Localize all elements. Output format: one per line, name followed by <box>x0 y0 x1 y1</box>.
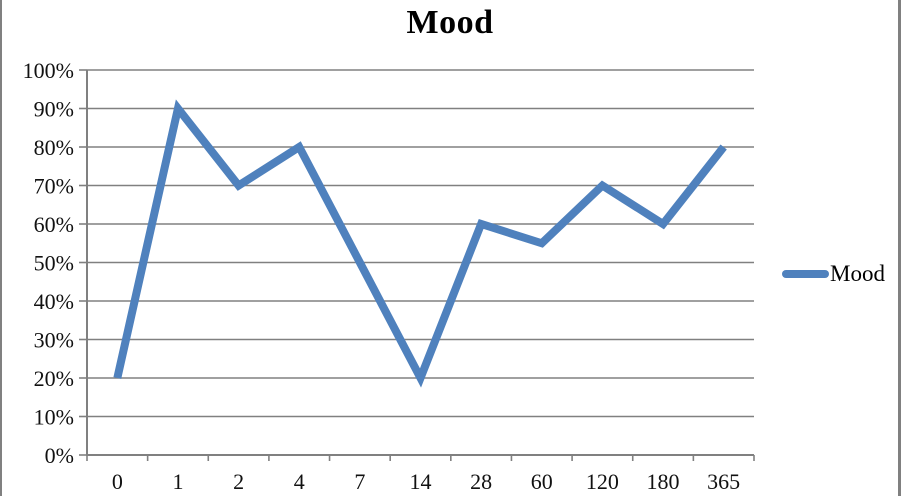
legend: Mood <box>782 261 885 287</box>
x-axis-label: 365 <box>707 469 740 494</box>
x-axis-label: 4 <box>294 469 305 494</box>
legend-line-swatch <box>782 270 829 278</box>
x-axis-label: 28 <box>470 469 492 494</box>
y-axis-label: 80% <box>34 135 74 160</box>
x-axis-label: 120 <box>586 469 619 494</box>
y-axis-label: 60% <box>34 212 74 237</box>
y-axis-label: 100% <box>23 58 74 83</box>
y-axis-label: 70% <box>34 174 74 199</box>
y-axis-label: 90% <box>34 97 74 122</box>
x-axis-label: 60 <box>531 469 553 494</box>
x-axis-label: 180 <box>647 469 680 494</box>
x-axis-label: 14 <box>410 469 432 494</box>
y-axis-label: 30% <box>34 328 74 353</box>
x-axis-label: 0 <box>112 469 123 494</box>
y-axis-label: 20% <box>34 366 74 391</box>
y-axis-label: 50% <box>34 251 74 276</box>
x-axis-label: 1 <box>172 469 183 494</box>
series-line-mood <box>113 99 727 388</box>
y-axis-label: 0% <box>45 443 74 468</box>
y-axis-label: 10% <box>34 405 74 430</box>
y-axis-label: 40% <box>34 289 74 314</box>
chart-title: Mood <box>406 4 494 41</box>
x-axis-label: 7 <box>354 469 365 494</box>
legend-label: Mood <box>830 261 885 286</box>
x-axis-label: 2 <box>233 469 244 494</box>
